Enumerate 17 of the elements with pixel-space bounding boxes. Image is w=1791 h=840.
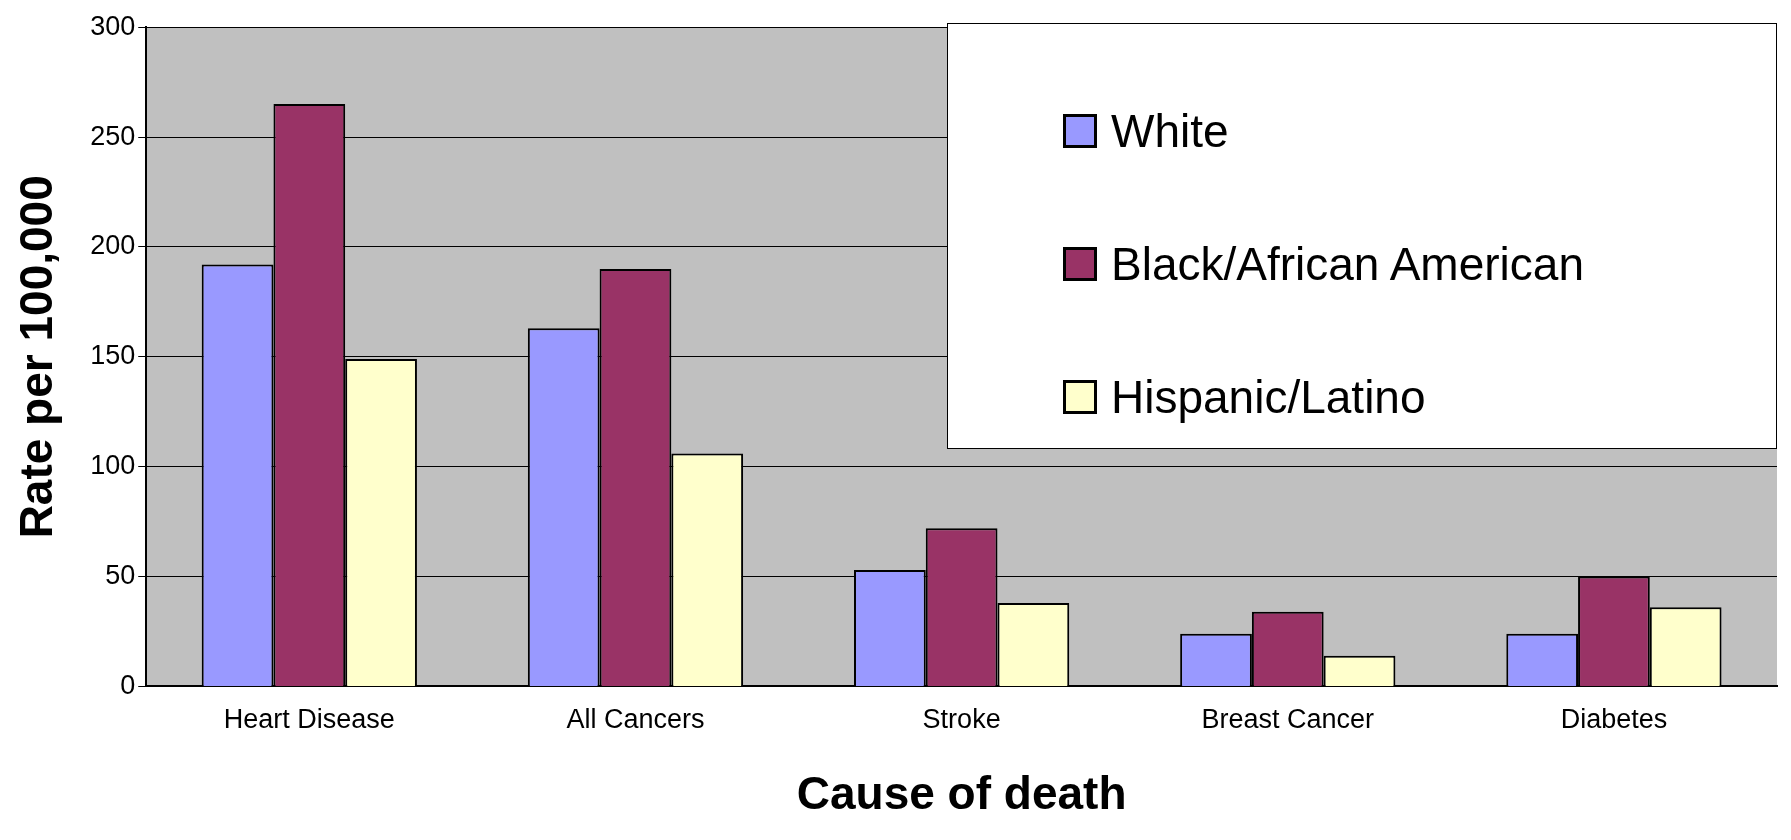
y-tick-label: 300 bbox=[90, 10, 136, 41]
x-axis-title: Cause of death bbox=[796, 767, 1127, 820]
y-tick-label: 100 bbox=[90, 450, 136, 481]
y-tick-label: 0 bbox=[120, 669, 136, 700]
x-tick-label: Diabetes bbox=[1560, 704, 1668, 735]
y-tick-label: 150 bbox=[90, 340, 136, 371]
y-axis-title: Rate per 100,000 bbox=[10, 175, 63, 539]
y-tick-label: 50 bbox=[105, 559, 136, 590]
x-tick-label: All Cancers bbox=[566, 704, 705, 735]
x-tick-label: Heart Disease bbox=[223, 704, 395, 735]
x-tick-label: Breast Cancer bbox=[1201, 704, 1375, 735]
y-tick-label: 200 bbox=[90, 230, 136, 261]
legend-label: White bbox=[1111, 104, 1229, 158]
x-tick-label: Stroke bbox=[922, 704, 1001, 735]
y-tick-label: 250 bbox=[90, 120, 136, 151]
legend-label: Black/African American bbox=[1111, 237, 1584, 291]
legend-label: Hispanic/Latino bbox=[1111, 370, 1426, 424]
